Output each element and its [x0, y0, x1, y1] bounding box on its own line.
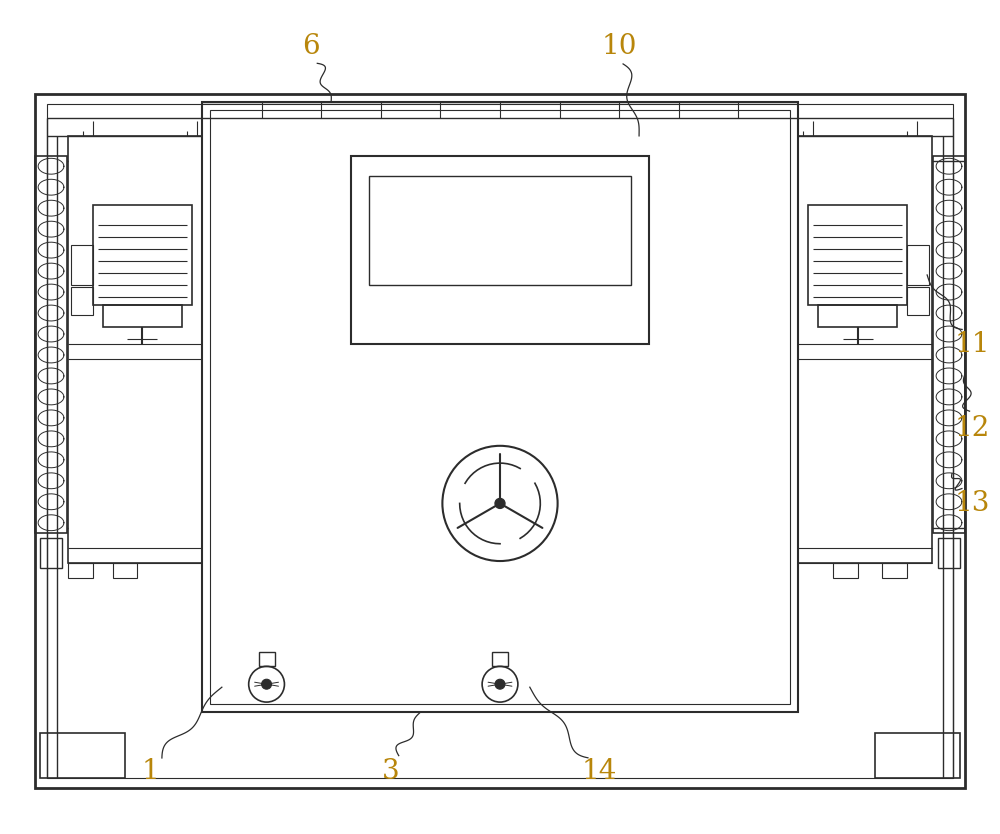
Text: 10: 10	[601, 33, 637, 60]
Bar	[808, 205, 907, 304]
Bar	[68, 136, 202, 563]
Bar	[113, 563, 137, 578]
Bar	[93, 205, 192, 304]
Text: 6: 6	[302, 33, 320, 60]
Bar	[875, 733, 960, 777]
Text: 1: 1	[141, 758, 159, 785]
Bar	[259, 652, 275, 666]
Bar	[933, 156, 965, 533]
Bar	[798, 136, 932, 563]
Bar	[210, 110, 790, 704]
Circle shape	[495, 499, 505, 509]
Bar	[40, 538, 62, 568]
Bar	[47, 104, 953, 777]
Bar	[938, 538, 960, 568]
Text: 3: 3	[382, 758, 400, 785]
Bar	[369, 176, 631, 285]
Bar	[71, 287, 93, 314]
Circle shape	[495, 679, 505, 689]
Bar	[818, 304, 897, 327]
Bar	[71, 245, 93, 285]
Bar	[35, 156, 67, 533]
Bar	[351, 156, 649, 344]
Text: 14: 14	[582, 758, 617, 785]
Bar	[68, 563, 93, 578]
Bar	[103, 304, 182, 327]
Text: 13: 13	[954, 490, 990, 517]
Bar	[492, 652, 508, 666]
Bar	[40, 733, 125, 777]
Text: 11: 11	[954, 331, 990, 358]
Bar	[833, 563, 858, 578]
Text: 12: 12	[954, 415, 990, 442]
Bar	[882, 563, 907, 578]
Bar	[907, 245, 929, 285]
Bar	[202, 102, 798, 712]
Bar	[35, 94, 965, 787]
Bar	[907, 287, 929, 314]
Circle shape	[262, 679, 272, 689]
